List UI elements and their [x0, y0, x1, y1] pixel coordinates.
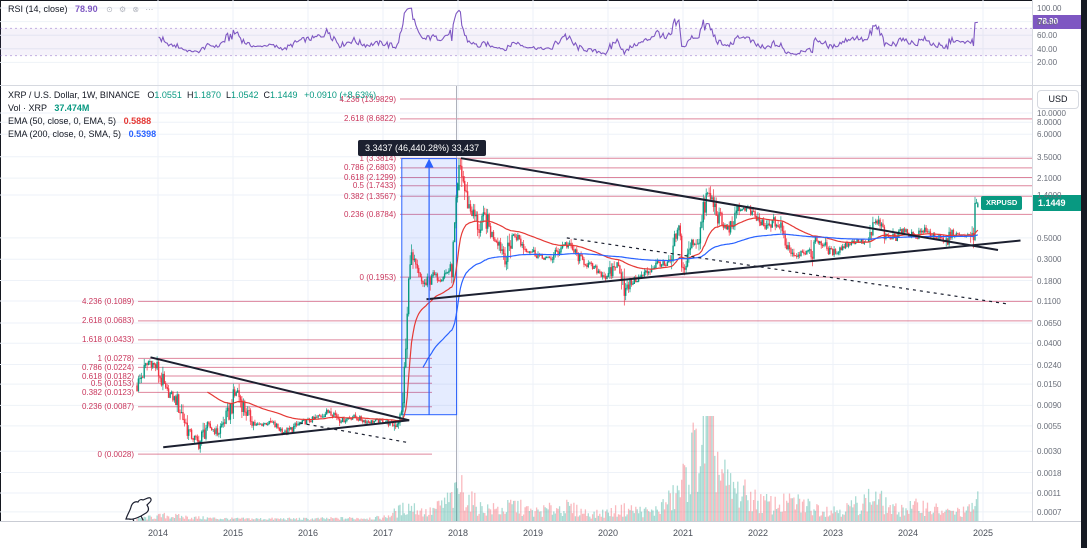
- change-value: +0.0910 (+8.63%): [304, 90, 376, 100]
- price-axis-tick: 6.0000: [1037, 130, 1061, 139]
- ema50-legend[interactable]: EMA (50, close, 0, EMA, 5) 0.5888: [8, 116, 151, 126]
- ohlc-value: 1.1870: [193, 90, 221, 100]
- grid-horizontal: [0, 8, 1032, 512]
- rsi-legend[interactable]: RSI (14, close) 78.90 ⊙ ⚙ ⊗ ⋯: [8, 4, 155, 14]
- ema50-line: [207, 218, 977, 421]
- ema200-legend-title: EMA (200, close, 0, SMA, 5): [8, 129, 121, 139]
- grid-vertical: [158, 0, 983, 521]
- ema50-legend-value: 0.5888: [124, 116, 152, 126]
- symbol-title: XRP / U.S. Dollar, 1W, BINANCE: [8, 90, 140, 100]
- rsi-legend-title: RSI (14, close): [8, 4, 68, 14]
- price-axis-tick: 10.0000: [1037, 109, 1066, 118]
- candle-bodies-up: [138, 165, 977, 449]
- price-axis-tick: 0.1100: [1037, 297, 1061, 306]
- fib-retracement-lower-lines[interactable]: [138, 301, 1032, 454]
- ema50-legend-title: EMA (50, close, 0, EMA, 5): [8, 116, 116, 126]
- wedge-resistance-trendline-drawing[interactable]: [151, 357, 410, 420]
- price-range-tooltip: 3.3437 (46,440.28%) 33,437: [358, 140, 486, 156]
- ohlc-value: 1.0542: [231, 90, 259, 100]
- price-axis-tick: 0.0240: [1037, 361, 1061, 370]
- price-axis-tick: 0.0030: [1037, 447, 1061, 456]
- volume-legend-value: 37.474M: [54, 103, 89, 113]
- price-axis-tick: 0.0400: [1037, 339, 1061, 348]
- rsi-legend-value: 78.90: [75, 4, 98, 14]
- triangle-resistance-trendline-drawing[interactable]: [461, 158, 998, 250]
- ohlc-value: 1.0551: [154, 90, 182, 100]
- price-axis-tick: 0.0011: [1037, 489, 1061, 498]
- price-axis-tick: 2.1000: [1037, 174, 1061, 183]
- time-axis-year-label: 2018: [448, 528, 468, 538]
- rsi-axis-tick: 40.00: [1037, 45, 1057, 54]
- right-edge-strip: [1081, 0, 1087, 548]
- rsi-axis-tick: 80.00: [1037, 18, 1057, 27]
- price-axis-tick: 0.0018: [1037, 469, 1061, 478]
- price-axis-tick: 0.0090: [1037, 401, 1061, 410]
- rsi-axis-tick: 60.00: [1037, 31, 1057, 40]
- price-axis-tick: 0.0007: [1037, 508, 1061, 517]
- price-axis-tick: 1.4000: [1037, 191, 1061, 200]
- symbol-legend[interactable]: XRP / U.S. Dollar, 1W, BINANCE O1.0551H1…: [8, 90, 376, 100]
- fib-retracement-upper-lines[interactable]: [400, 99, 1032, 277]
- rsi-band: [0, 28, 1032, 55]
- time-axis-year-label: 2020: [598, 528, 618, 538]
- time-axis-year-label: 2019: [523, 528, 543, 538]
- rsi-axis-tick: 20.00: [1037, 58, 1057, 67]
- time-axis[interactable]: 2014 2015 2016 2017 2018 2019 2020 2021 2022 2023…: [0, 521, 1081, 548]
- chart-canvas[interactable]: [0, 0, 1087, 548]
- time-axis-year-label: 2017: [373, 528, 393, 538]
- time-axis-year-label: 2014: [148, 528, 168, 538]
- ohlc-value: 1.1449: [270, 90, 298, 100]
- triangle-support-trendline-drawing[interactable]: [427, 241, 1021, 300]
- time-axis-year-label: 2025: [973, 528, 993, 538]
- time-axis-year-label: 2016: [298, 528, 318, 538]
- currency-toggle-button[interactable]: USD: [1037, 90, 1079, 109]
- indicator-action-icons[interactable]: ⊙ ⚙ ⊗ ⋯: [106, 5, 155, 14]
- price-axis-tick: 0.0055: [1037, 422, 1061, 431]
- price-axis-tick: 0.1800: [1037, 277, 1061, 286]
- ema200-legend[interactable]: EMA (200, close, 0, SMA, 5) 0.5398: [8, 129, 156, 139]
- price-axis-tick: 0.0150: [1037, 380, 1061, 389]
- price-axis-tick: 0.3000: [1037, 255, 1061, 264]
- price-axis-tick: 0.0650: [1037, 319, 1061, 328]
- pane-divider[interactable]: [0, 85, 1081, 86]
- time-axis-year-label: 2015: [223, 528, 243, 538]
- time-axis-year-label: 2024: [898, 528, 918, 538]
- ema200-legend-value: 0.5398: [129, 129, 157, 139]
- candle-bodies-down: [137, 165, 974, 449]
- time-axis-year-label: 2022: [748, 528, 768, 538]
- rsi-axis-tick: 100.00: [1037, 4, 1061, 13]
- ohlc-values: O1.0551H1.1870L1.0542C1.1449: [142, 90, 297, 100]
- time-axis-year-label: 2023: [823, 528, 843, 538]
- rsi-pane[interactable]: [0, 8, 1032, 55]
- volume-legend[interactable]: Vol · XRP 37.474M: [8, 103, 89, 113]
- time-axis-year-label: 2021: [673, 528, 693, 538]
- price-axis-tick: 3.5000: [1037, 153, 1061, 162]
- wedge-support-trendline-drawing[interactable]: [163, 420, 409, 447]
- main-pane[interactable]: [126, 86, 1032, 522]
- volume-legend-title: Vol · XRP: [8, 103, 47, 113]
- price-axis[interactable]: USD 78.90 1.1449 100.0080.0060.0040.0020…: [1032, 0, 1081, 521]
- price-axis-tick: 8.0000: [1037, 118, 1061, 127]
- price-axis-tick: 0.5000: [1037, 234, 1061, 243]
- tradingview-chart-window: RSI (14, close) 78.90 ⊙ ⚙ ⊗ ⋯ XRP / U.S.…: [0, 0, 1087, 548]
- volume-bars-up: [138, 416, 977, 521]
